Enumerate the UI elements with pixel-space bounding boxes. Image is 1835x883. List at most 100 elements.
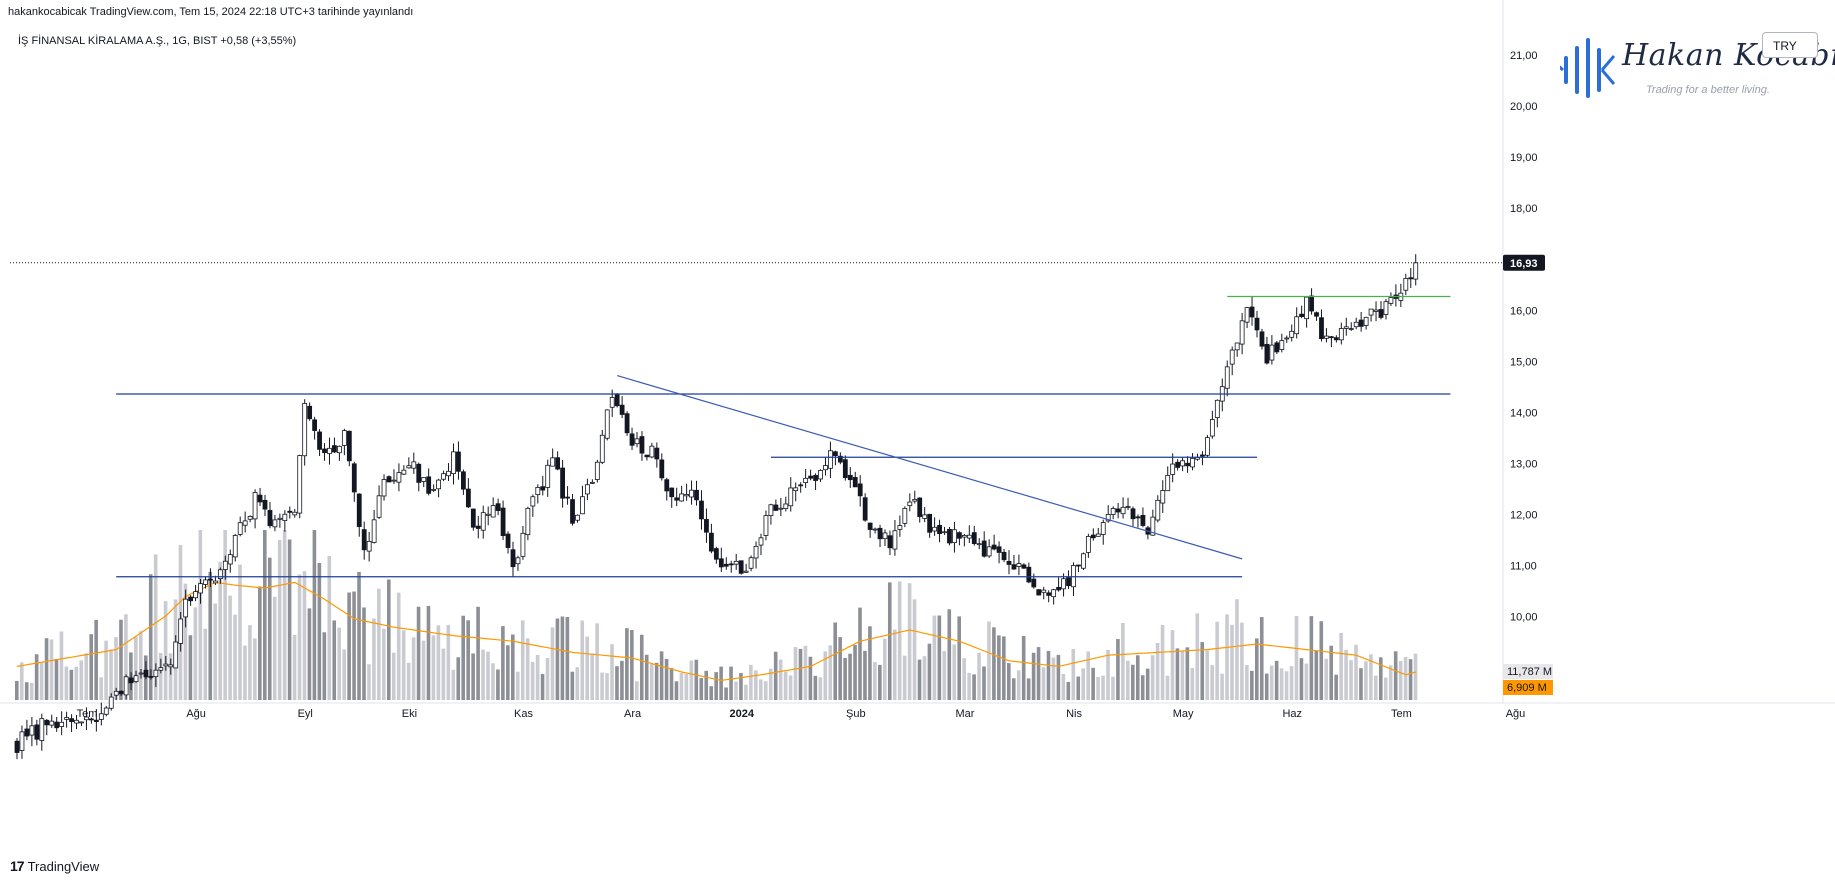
candle-body[interactable] bbox=[644, 454, 650, 458]
candle-body[interactable] bbox=[788, 487, 794, 507]
candle-body[interactable] bbox=[451, 451, 456, 475]
candle-body[interactable] bbox=[64, 717, 69, 720]
candle-body[interactable] bbox=[818, 469, 823, 480]
candle-body[interactable] bbox=[1343, 326, 1349, 329]
candle-body[interactable] bbox=[322, 448, 327, 454]
candle-body[interactable] bbox=[892, 530, 898, 550]
candle-body[interactable] bbox=[267, 510, 273, 527]
candle-body[interactable] bbox=[639, 436, 645, 454]
candle-body[interactable] bbox=[669, 487, 675, 498]
candle-body[interactable] bbox=[1046, 592, 1052, 596]
candle-body[interactable] bbox=[1269, 344, 1275, 361]
candle-body[interactable] bbox=[128, 677, 134, 684]
candle-body[interactable] bbox=[1333, 337, 1339, 341]
candle-body[interactable] bbox=[1388, 297, 1394, 304]
candle-body[interactable] bbox=[89, 718, 94, 721]
candle-body[interactable] bbox=[411, 461, 417, 469]
candle-body[interactable] bbox=[1205, 437, 1210, 456]
candle-body[interactable] bbox=[709, 532, 714, 552]
candle-body[interactable] bbox=[897, 525, 903, 530]
candle-body[interactable] bbox=[173, 641, 179, 669]
candle-body[interactable] bbox=[351, 463, 357, 493]
candle-body[interactable] bbox=[733, 560, 739, 565]
candle-body[interactable] bbox=[336, 445, 342, 454]
candle-body[interactable] bbox=[317, 431, 322, 450]
candle-body[interactable] bbox=[694, 489, 699, 501]
candle-body[interactable] bbox=[272, 519, 278, 528]
candle-body[interactable] bbox=[376, 495, 382, 518]
candle-body[interactable] bbox=[436, 479, 442, 490]
candle-body[interactable] bbox=[292, 511, 298, 516]
candle-body[interactable] bbox=[143, 669, 149, 678]
candle-body[interactable] bbox=[589, 481, 595, 484]
candle-body[interactable] bbox=[1041, 589, 1047, 593]
candle-body[interactable] bbox=[198, 583, 203, 594]
candle-body[interactable] bbox=[996, 546, 1002, 553]
candle-body[interactable] bbox=[1021, 564, 1027, 569]
candle-body[interactable] bbox=[862, 497, 868, 521]
candle-body[interactable] bbox=[480, 512, 486, 531]
candle-body[interactable] bbox=[1329, 336, 1334, 339]
trendline[interactable] bbox=[616, 375, 1243, 560]
candle-body[interactable] bbox=[1135, 516, 1141, 519]
candle-body[interactable] bbox=[1170, 463, 1176, 475]
candle-body[interactable] bbox=[758, 537, 764, 546]
candle-body[interactable] bbox=[1209, 419, 1215, 437]
candle-body[interactable] bbox=[1031, 578, 1037, 588]
candle-body[interactable] bbox=[887, 535, 893, 549]
candle-body[interactable] bbox=[1229, 349, 1235, 365]
candle-body[interactable] bbox=[813, 475, 818, 481]
candle-body[interactable] bbox=[917, 497, 923, 517]
candle-body[interactable] bbox=[1373, 309, 1379, 312]
candle-body[interactable] bbox=[565, 496, 570, 499]
tradingview-footer[interactable]: 17 TradingView bbox=[10, 858, 99, 874]
candle-body[interactable] bbox=[158, 667, 164, 671]
candle-body[interactable] bbox=[942, 531, 947, 534]
candle-body[interactable] bbox=[833, 451, 838, 456]
candle-body[interactable] bbox=[49, 720, 55, 726]
candle-body[interactable] bbox=[108, 696, 114, 709]
candle-body[interactable] bbox=[178, 618, 184, 644]
candle-body[interactable] bbox=[1244, 307, 1250, 323]
candle-body[interactable] bbox=[133, 675, 139, 683]
candle-body[interactable] bbox=[1076, 564, 1081, 567]
candle-body[interactable] bbox=[193, 591, 198, 599]
candle-body[interactable] bbox=[1100, 522, 1106, 535]
candle-body[interactable] bbox=[19, 731, 25, 751]
candle-body[interactable] bbox=[991, 544, 997, 550]
candle-body[interactable] bbox=[981, 540, 987, 557]
candle-body[interactable] bbox=[247, 516, 253, 520]
candle-body[interactable] bbox=[952, 529, 957, 544]
candle-body[interactable] bbox=[470, 508, 476, 528]
candle-body[interactable] bbox=[242, 520, 248, 526]
candle-body[interactable] bbox=[1254, 317, 1260, 331]
candle-body[interactable] bbox=[113, 690, 119, 696]
candle-body[interactable] bbox=[381, 479, 387, 497]
candle-body[interactable] bbox=[24, 728, 30, 737]
candle-body[interactable] bbox=[1383, 301, 1389, 315]
candle-body[interactable] bbox=[203, 579, 208, 585]
candle-body[interactable] bbox=[1294, 316, 1300, 335]
candle-body[interactable] bbox=[490, 505, 496, 518]
candle-body[interactable] bbox=[237, 522, 243, 535]
candle-body[interactable] bbox=[212, 580, 218, 584]
candle-body[interactable] bbox=[798, 484, 804, 487]
candle-body[interactable] bbox=[778, 507, 784, 510]
candle-body[interactable] bbox=[431, 488, 437, 491]
candle-body[interactable] bbox=[1056, 586, 1061, 591]
candle-body[interactable] bbox=[922, 514, 928, 519]
candle-body[interactable] bbox=[391, 479, 397, 482]
candle-body[interactable] bbox=[872, 528, 878, 531]
candle-body[interactable] bbox=[570, 499, 575, 524]
candle-body[interactable] bbox=[59, 721, 65, 727]
candle-body[interactable] bbox=[1289, 330, 1295, 338]
candle-body[interactable] bbox=[1160, 490, 1166, 504]
candle-body[interactable] bbox=[1011, 564, 1017, 570]
candle-body[interactable] bbox=[604, 409, 610, 439]
candle-body[interactable] bbox=[1175, 461, 1181, 468]
candle-body[interactable] bbox=[783, 503, 789, 509]
candle-body[interactable] bbox=[54, 721, 60, 729]
candle-body[interactable] bbox=[763, 515, 769, 536]
candle-body[interactable] bbox=[1081, 553, 1086, 569]
